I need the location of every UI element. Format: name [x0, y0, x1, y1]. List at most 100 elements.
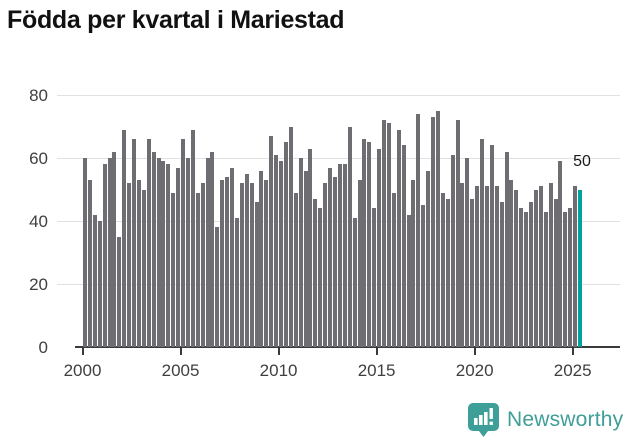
bar-quarter-99: [568, 208, 573, 347]
bar-quarter-79: [470, 199, 475, 347]
bar-quarter-26: [210, 151, 215, 347]
bar-quarter-84: [494, 186, 499, 347]
bar-quarter-9: [127, 183, 132, 347]
newsworthy-logo-text: Newsworthy: [507, 408, 624, 431]
bar-quarter-55: [352, 217, 357, 347]
bar-quarter-44: [298, 158, 303, 347]
x-tick-label-2000: 2000: [63, 361, 102, 380]
bar-quarter-49: [323, 183, 328, 347]
bar-quarter-43: [293, 192, 298, 347]
x-tick-2020: [473, 348, 476, 355]
bar-quarter-54: [347, 126, 352, 347]
bar-quarter-51: [333, 176, 337, 347]
x-tick-label-2025: 2025: [553, 361, 592, 380]
bar-quarter-66: [406, 214, 411, 347]
bar-quarter-18: [171, 192, 176, 347]
bar-quarter-80: [475, 186, 480, 347]
bar-quarter-22: [190, 129, 195, 347]
bar-quarter-58: [367, 142, 372, 347]
x-tick-label-2010: 2010: [259, 361, 298, 380]
bar-quarter-21: [185, 158, 190, 347]
bar-quarter-77: [460, 183, 465, 347]
bar-quarter-95: [548, 183, 553, 347]
bar-quarter-11: [136, 180, 141, 347]
bar-quarter-96: [553, 199, 558, 347]
bar-quarter-81: [480, 139, 485, 347]
bar-quarter-20: [181, 139, 186, 347]
x-tick-2015: [375, 348, 378, 355]
bar-quarter-42: [288, 126, 293, 347]
y-tick-label-20: 20: [29, 275, 48, 294]
bar-quarter-1: [87, 180, 92, 347]
bar-quarter-12: [141, 189, 146, 347]
bar-quarter-8: [122, 129, 127, 347]
gridline-60: [57, 158, 620, 159]
bar-quarter-7: [117, 236, 122, 347]
bar-quarter-73: [440, 192, 445, 347]
x-tick-label-2015: 2015: [357, 361, 396, 380]
bar-quarter-85: [499, 202, 504, 347]
bar-quarter-46: [308, 148, 313, 347]
bar-quarter-29: [225, 176, 230, 347]
bar-quarter-3: [97, 221, 102, 347]
bar-quarter-70: [426, 170, 431, 347]
bar-quarter-68: [416, 113, 421, 347]
bar-quarter-97: [558, 161, 563, 347]
bar-quarter-19: [176, 167, 181, 347]
bar-quarter-69: [421, 205, 426, 347]
newsworthy-logo[interactable]: Newsworthy: [468, 403, 623, 437]
bar-quarter-82: [484, 186, 489, 347]
x-tick-label-2005: 2005: [161, 361, 200, 380]
bar-quarter-74: [445, 199, 450, 347]
chart-title: Födda per kvartal i Mariestad: [7, 6, 345, 34]
bar-quarter-83: [489, 145, 494, 347]
bar-quarter-34: [249, 183, 254, 347]
bar-quarter-10: [132, 139, 137, 347]
bar-quarter-50: [328, 167, 333, 347]
bar-quarter-39: [274, 154, 279, 347]
bar-quarter-100: [573, 186, 578, 347]
bar-quarter-86: [504, 151, 509, 347]
newsworthy-logo-icon: [468, 403, 499, 437]
bar-quarter-75: [450, 154, 455, 347]
y-tick-label-60: 60: [29, 149, 48, 168]
bar-quarter-28: [220, 180, 225, 347]
bar-quarter-45: [303, 170, 308, 347]
bar-quarter-5: [107, 158, 112, 347]
bar-quarter-59: [372, 208, 377, 347]
x-axis-line: [75, 346, 620, 348]
bar-quarter-35: [254, 202, 259, 347]
bar-quarter-36: [259, 170, 264, 347]
bar-quarter-88: [514, 189, 519, 347]
bar-quarter-76: [455, 120, 460, 347]
bar-quarter-72: [435, 110, 440, 347]
bar-quarter-60: [377, 148, 382, 347]
bar-quarter-33: [244, 173, 249, 347]
bar-quarter-78: [465, 158, 470, 347]
bar-quarter-57: [362, 139, 367, 347]
bar-quarter-15: [156, 158, 161, 347]
y-tick-label-40: 40: [29, 212, 48, 231]
bar-quarter-2: [92, 214, 97, 347]
bar-quarter-52: [337, 164, 342, 347]
bar-quarter-17: [166, 164, 171, 347]
bar-quarter-93: [538, 186, 543, 347]
bar-quarter-92: [533, 189, 538, 347]
bar-quarter-23: [195, 192, 200, 347]
bars-layer: [83, 95, 583, 347]
bar-quarter-37: [264, 180, 269, 347]
bar-quarter-24: [200, 183, 205, 347]
bar-quarter-56: [357, 180, 362, 347]
bar-quarter-48: [318, 208, 323, 347]
bar-quarter-65: [401, 145, 406, 347]
bar-quarter-61: [382, 120, 387, 347]
bar-quarter-16: [161, 161, 166, 347]
bar-quarter-27: [215, 227, 220, 347]
bar-quarter-47: [313, 199, 318, 347]
bar-quarter-91: [529, 202, 534, 347]
bar-quarter-94: [543, 211, 548, 347]
bar-quarter-71: [431, 117, 436, 347]
last-value-annotation: 50: [573, 153, 591, 170]
bar-quarter-13: [146, 139, 151, 347]
